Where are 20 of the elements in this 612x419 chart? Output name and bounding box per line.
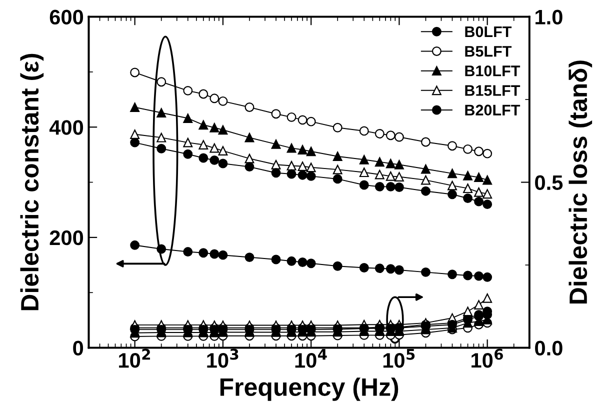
x-tick-label: 10$^{3}$ (207, 348, 238, 368)
x-tick-label: 10$^{4}$ (295, 348, 327, 368)
x-tick-label: 10$^{6}$ (472, 348, 503, 368)
y-tick-label: 0 (73, 340, 84, 356)
y2-axis-title: Dielectric loss (tanδ) (568, 60, 592, 304)
legend-label: B0LFT (465, 26, 512, 38)
legend-label: B10LFT (465, 66, 520, 76)
x-axis-title: Frequency (Hz) (220, 378, 398, 401)
legend-label: B5LFT (465, 46, 512, 57)
y2-tick-label: 0.0 (535, 340, 562, 356)
x-tick-label: 10$^{5}$ (383, 348, 415, 368)
legend-label: B20LFT (465, 104, 520, 116)
x-tick-label: 10$^{2}$ (119, 348, 150, 368)
y-tick-label: 400 (49, 120, 84, 135)
y-tick-label: 600 (50, 10, 84, 25)
y2-tick-label: 0.5 (535, 175, 563, 190)
y-tick-label: 200 (50, 230, 84, 246)
y2-tick-label: 1.0 (536, 10, 562, 25)
legend-label: B15LFT (465, 85, 520, 96)
y-axis-title: Dielectric constant (ε) (20, 54, 44, 310)
